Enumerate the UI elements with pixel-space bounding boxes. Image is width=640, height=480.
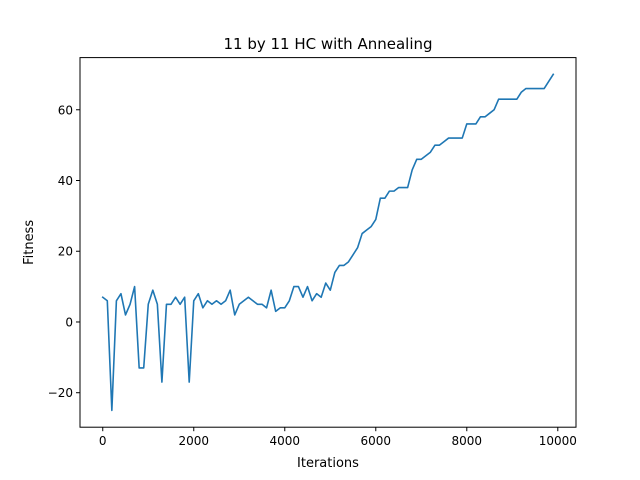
y-axis: −20 0 20 40 60 xyxy=(48,103,80,400)
x-axis: 0 2000 4000 6000 8000 10000 xyxy=(99,427,577,448)
series-line-group xyxy=(101,73,555,412)
y-tick-label: 60 xyxy=(58,103,73,117)
plot-frame xyxy=(79,57,577,428)
x-tick-label: 10000 xyxy=(539,434,577,448)
chart-title: 11 by 11 HC with Annealing xyxy=(223,35,432,53)
x-tick-label: 2000 xyxy=(178,434,209,448)
y-tick-label: −20 xyxy=(48,386,73,400)
x-tick-label: 8000 xyxy=(452,434,483,448)
series-line-0 xyxy=(101,73,555,412)
y-tick-label: 20 xyxy=(58,245,73,259)
y-axis-label: Fitness xyxy=(22,220,37,265)
x-tick-label: 4000 xyxy=(269,434,300,448)
x-axis-label: Iterations xyxy=(297,456,359,471)
x-tick-label: 6000 xyxy=(361,434,392,448)
y-tick-label: 40 xyxy=(58,174,73,188)
x-tick-label: 0 xyxy=(99,434,107,448)
y-tick-label: 0 xyxy=(65,315,73,329)
